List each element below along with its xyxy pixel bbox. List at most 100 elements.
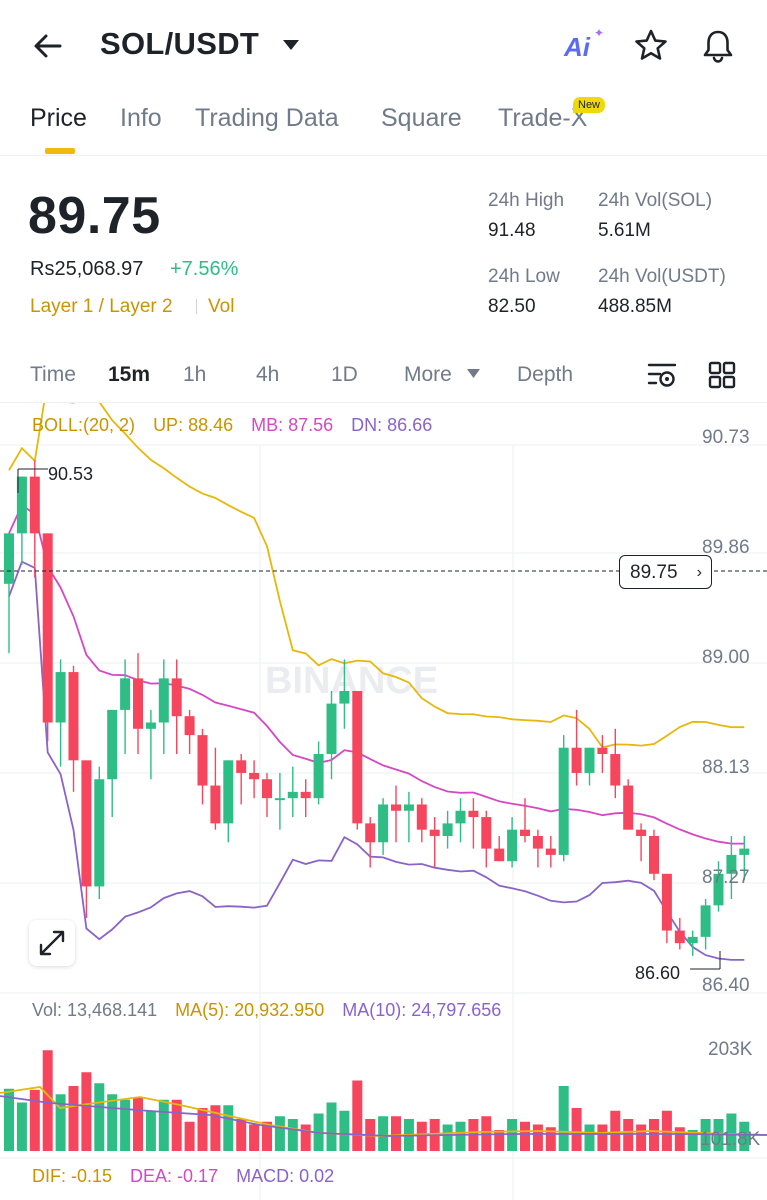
- volume-bar: [68, 1086, 79, 1151]
- volume-bar: [249, 1124, 260, 1151]
- boll-up-value: UP: 88.46: [153, 415, 234, 435]
- candle-body: [223, 760, 234, 824]
- candle-body: [287, 791, 298, 799]
- macd-indicator-row[interactable]: DIF: -0.15 DEA: -0.17 MACD: 0.02: [32, 1166, 334, 1187]
- boll-middle-band: [8, 503, 745, 845]
- candle-body: [416, 804, 427, 830]
- interval-more[interactable]: More: [404, 363, 452, 386]
- volume-bar: [236, 1119, 247, 1151]
- candle-body: [274, 798, 285, 801]
- price-axis-label: 86.40: [702, 975, 750, 996]
- volume-bar: [636, 1124, 647, 1151]
- more-caret-icon[interactable]: [467, 369, 480, 378]
- bell-icon[interactable]: [698, 26, 738, 66]
- expand-chart-button[interactable]: [29, 920, 75, 966]
- volume-bar: [145, 1110, 156, 1151]
- volume-ma10-line: [0, 1095, 767, 1137]
- star-icon[interactable]: [631, 26, 671, 66]
- volume-bar: [378, 1116, 389, 1151]
- candle-body: [429, 829, 440, 836]
- candle-body: [352, 690, 363, 824]
- candle-body: [133, 678, 143, 729]
- interval-15m[interactable]: 15m: [108, 363, 151, 386]
- candle-body: [610, 754, 621, 786]
- volume-bar: [197, 1108, 208, 1151]
- candle-body: [623, 785, 634, 830]
- volume-bar: [300, 1124, 311, 1151]
- volume-axis-label: 203K: [708, 1039, 753, 1060]
- macd-value: MACD: 0.02: [236, 1166, 335, 1186]
- low-24h-value: 82.50: [488, 296, 536, 317]
- top-bar: SOL/USDT Ai ✦: [0, 0, 767, 92]
- candle-body: [29, 476, 40, 534]
- candle-body: [520, 829, 530, 836]
- caret-down-icon[interactable]: [282, 38, 300, 52]
- current-price-tag-value: 89.75: [630, 562, 678, 583]
- volume-bar: [107, 1094, 118, 1151]
- interval-1d[interactable]: 1D: [331, 363, 358, 386]
- chart-settings-icon[interactable]: [646, 360, 678, 390]
- tab-trading-data[interactable]: Trading Data: [195, 104, 339, 132]
- candle-body: [262, 779, 272, 799]
- boll-up-line: [8, 403, 745, 749]
- candle-body: [184, 716, 195, 736]
- candle-body: [4, 533, 14, 584]
- candle-body: [584, 747, 595, 773]
- candle-body: [210, 785, 221, 824]
- volume-bar: [455, 1121, 466, 1151]
- interval-depth[interactable]: Depth: [517, 363, 574, 386]
- volume-ma10-value: MA(10): 24,797.656: [342, 1000, 502, 1020]
- volume-bar: [274, 1116, 285, 1151]
- volume-bar: [726, 1113, 737, 1151]
- candle-body: [636, 829, 647, 836]
- volume-ma5-value: MA(5): 20,932.950: [175, 1000, 325, 1020]
- layout-grid-icon[interactable]: [707, 360, 737, 390]
- category-tag-layer[interactable]: Layer 1 / Layer 2: [30, 296, 173, 317]
- kline-chart-svg[interactable]: BINANCE 90.53 86.60 90.73 89.86 89.00 88…: [0, 403, 767, 1200]
- volume-bar: [442, 1124, 453, 1151]
- boll-mb-line: [8, 503, 745, 845]
- boll-dn-value: DN: 86.66: [351, 415, 433, 435]
- tab-info[interactable]: Info: [120, 104, 162, 132]
- candle-body: [326, 703, 337, 755]
- volume-indicator-row[interactable]: Vol: 13,468.141 MA(5): 20,932.950 MA(10): …: [32, 1000, 501, 1021]
- chevron-right-icon: ›: [696, 564, 702, 581]
- macd-dif-value: DIF: -0.15: [32, 1166, 113, 1186]
- tab-square[interactable]: Square: [381, 104, 462, 132]
- price-axis-label: 87.27: [702, 867, 750, 888]
- candle-body: [365, 823, 376, 843]
- price-axis-label: 89.00: [702, 647, 750, 668]
- category-tag-vol[interactable]: Vol: [208, 296, 235, 317]
- pair-title[interactable]: SOL/USDT: [100, 26, 260, 61]
- volume-bar: [4, 1088, 14, 1151]
- boll-upper-band: [8, 403, 745, 749]
- volume-bar: [494, 1130, 505, 1151]
- candle-body: [16, 476, 27, 534]
- candle-body: [597, 747, 608, 755]
- boll-lower-band: [8, 560, 745, 961]
- interval-4h[interactable]: 4h: [256, 363, 280, 386]
- candle-body: [403, 804, 414, 811]
- candle-body: [158, 678, 169, 723]
- interval-time[interactable]: Time: [30, 363, 76, 386]
- candle-body: [145, 722, 156, 729]
- tab-price[interactable]: Price: [30, 104, 87, 132]
- sparkle-icon: ✦: [594, 26, 605, 40]
- boll-indicator-row[interactable]: BOLL:(20, 2) UP: 88.46 MB: 87.56 DN: 86.66: [32, 415, 432, 436]
- tab-trade-x[interactable]: Trade-X: [498, 104, 588, 132]
- candle-body: [726, 854, 737, 874]
- new-badge: New: [573, 97, 606, 113]
- high-24h-value: 91.48: [488, 220, 536, 241]
- tab-bar: Price Info Trading Data Square Trade-X: [0, 92, 767, 156]
- volume-bar: [81, 1072, 92, 1151]
- candle-body: [558, 747, 569, 855]
- interval-1h[interactable]: 1h: [183, 363, 207, 386]
- candle-body: [107, 709, 118, 780]
- current-price-tag[interactable]: 89.75 ›: [619, 555, 712, 589]
- back-arrow-icon[interactable]: [30, 28, 66, 64]
- ai-icon[interactable]: Ai ✦: [564, 26, 604, 63]
- candle-body: [120, 678, 131, 710]
- binance-watermark: BINANCE: [265, 660, 438, 702]
- candle-body: [81, 760, 92, 887]
- kline-chart[interactable]: BINANCE 90.53 86.60 90.73 89.86 89.00 88…: [0, 402, 767, 1200]
